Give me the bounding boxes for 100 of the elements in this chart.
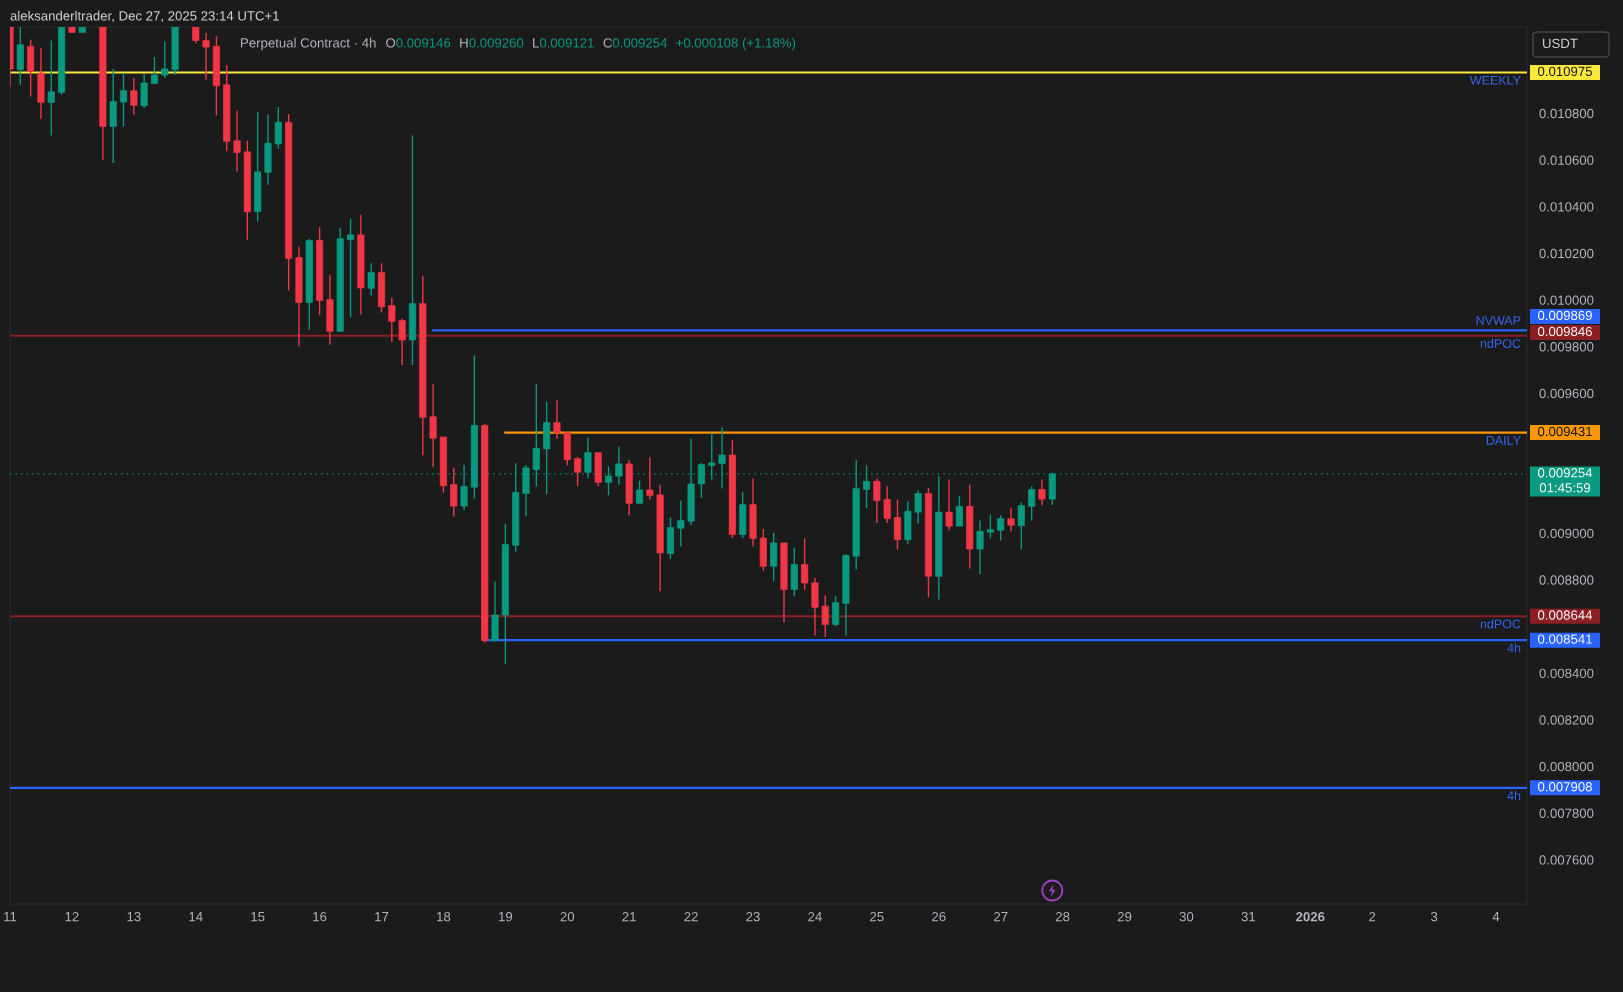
candlestick: [398, 317, 406, 366]
y-tick-label: 0.007600: [1539, 855, 1594, 865]
x-tick-label: 2026: [1296, 911, 1325, 922]
y-tick-label: 0.007800: [1539, 808, 1594, 818]
annotation: 0.008644: [1538, 610, 1593, 620]
y-axis-title: USDT: [1543, 38, 1578, 49]
annotation: 0.009846: [1538, 326, 1592, 337]
annotation: 0.009431: [1538, 426, 1592, 437]
candlestick: [677, 500, 685, 547]
x-tick-label: 22: [684, 911, 698, 922]
candlestick: [347, 218, 355, 319]
candlestick: [801, 537, 809, 591]
x-tick-label: 31: [1241, 911, 1256, 922]
x-tick-label: 2: [1369, 911, 1376, 922]
candlestick: [1038, 478, 1046, 506]
x-tick-label: 26: [932, 911, 946, 922]
candlestick: [1007, 507, 1015, 532]
x-tick-label: 17: [375, 912, 389, 922]
candlestick: [450, 467, 458, 518]
candlestick: [873, 477, 881, 524]
text: 01:45:59: [1539, 483, 1591, 493]
candlestick: [574, 456, 582, 487]
text: Perpetual Contract · 4h: [241, 37, 376, 51]
candlestick: [274, 106, 282, 150]
x-tick-label: 25: [870, 911, 884, 922]
candlestick: [1028, 485, 1036, 522]
annotation: 0.010975: [1538, 66, 1592, 77]
candlestick: [584, 436, 592, 480]
series-label: DAILY: [1486, 436, 1521, 445]
y-tick-label: 0.010200: [1539, 248, 1594, 259]
candlestick: [140, 73, 148, 109]
candlestick: [388, 297, 396, 343]
y-tick-label: 0.009600: [1539, 388, 1594, 399]
candlestick: [914, 489, 922, 525]
ref-line-label: WEEKLY: [1469, 75, 1521, 85]
candlestick: [718, 426, 726, 490]
candlestick: [161, 40, 169, 79]
candlestick: [47, 39, 55, 137]
x-tick-label: 23: [746, 911, 760, 922]
candlestick: [233, 109, 241, 173]
y-tick-label: 0.008200: [1539, 715, 1594, 725]
candlestick: [986, 513, 994, 539]
x-tick-label: 4: [1492, 912, 1500, 922]
candlestick: [367, 262, 375, 297]
candlestick: [883, 485, 891, 524]
x-tick-label: 15: [251, 912, 265, 922]
candlestick: [429, 383, 437, 468]
annotation: 0.008541: [1538, 634, 1592, 644]
x-tick-label: 21: [622, 911, 636, 922]
y-tick-label: 0.010400: [1539, 202, 1594, 212]
x-tick-label: 14: [189, 912, 203, 922]
annotation: H0.009260: [460, 38, 524, 48]
annotation: 0.007908: [1538, 782, 1592, 792]
annotation: C0.009254: [603, 38, 668, 48]
annotation: O0.009146: [386, 38, 451, 48]
ref-line-label: ndPOC: [1480, 619, 1521, 629]
annotation: L0.009121: [533, 38, 594, 48]
candlestick: [945, 478, 953, 532]
candlestick: [150, 56, 159, 85]
x-tick-label: 18: [437, 911, 451, 922]
candlestick: [646, 456, 654, 501]
text: aleksanderltrader, Dec 27, 2025 23:14 UTC+1: [10, 10, 279, 23]
candlestick: [1017, 501, 1025, 551]
x-tick-label: 30: [1179, 911, 1194, 922]
candlestick: [770, 532, 778, 582]
candlestick: [997, 514, 1005, 542]
candlestick: [202, 32, 210, 81]
candlestick: [553, 399, 561, 440]
candlestick: [130, 77, 138, 116]
x-tick-label: 3: [1430, 911, 1438, 922]
candlestick: [976, 519, 984, 575]
ref-line-label: ndPOC: [1480, 338, 1521, 348]
y-tick-label: 0.010000: [1539, 295, 1594, 305]
ref-line-label: 4h: [1507, 790, 1521, 800]
candlestick: [955, 495, 963, 527]
candlestick: [893, 498, 902, 551]
annotation: 0.009254: [1538, 468, 1593, 478]
y-tick-label: 0.010800: [1539, 108, 1594, 119]
x-tick-label: 11: [4, 912, 17, 922]
x-tick-label: 13: [127, 911, 141, 922]
candlestick: [615, 445, 623, 486]
candlestick: [862, 464, 871, 509]
candlestick: [119, 72, 128, 128]
series-label: NVWAP: [1476, 316, 1521, 325]
x-tick-label: 28: [1055, 911, 1070, 922]
y-tick-label: 0.008400: [1539, 668, 1594, 678]
x-tick-label: 20: [560, 911, 575, 922]
y-tick-label: 0.009000: [1539, 528, 1594, 539]
y-tick-label: 0.009800: [1539, 342, 1594, 352]
candlestick: [832, 595, 840, 627]
x-tick-label: 16: [313, 911, 327, 922]
x-tick-label: 29: [1117, 911, 1132, 922]
x-tick-label: 27: [994, 911, 1008, 922]
series-label: 4h: [1507, 643, 1521, 653]
y-tick-label: 0.008800: [1539, 575, 1594, 585]
y-tick-label: 0.008000: [1539, 761, 1594, 772]
x-tick-label: 24: [808, 911, 822, 922]
annotation: +0.000108 (+1.18%): [676, 37, 796, 51]
annotation: 0.009869: [1538, 310, 1592, 321]
candlestick: [635, 479, 644, 504]
